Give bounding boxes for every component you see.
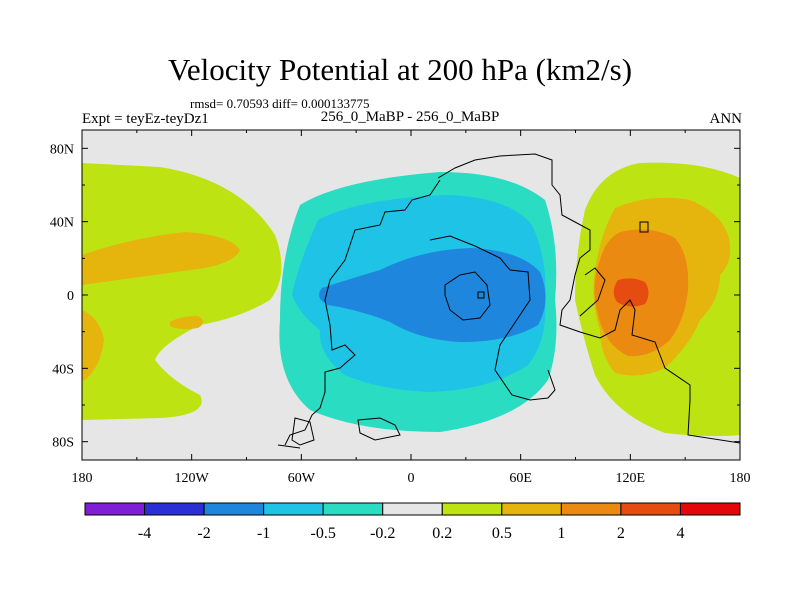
contour-p05-west-small <box>170 316 203 330</box>
colorbar-box <box>620 502 681 516</box>
y-tick-label: 80N <box>50 142 74 157</box>
axes: 180 120W 60W 0 60E 120E 180 80S 40S 0 40N 80N <box>50 130 751 486</box>
x-tick-label: 60E <box>509 471 532 486</box>
coastline-africa-eurasia <box>437 153 740 444</box>
coastlines <box>277 153 740 449</box>
colorbar-label: -1 <box>257 525 270 542</box>
colorbar-label: -0.2 <box>370 525 395 542</box>
coastline-island-1 <box>477 291 485 299</box>
case-label: 256_0_MaBP - 256_0_MaBP <box>320 109 500 125</box>
y-tick-label: 80S <box>52 436 74 451</box>
colorbar-box <box>679 502 741 516</box>
coastline-inner <box>444 271 491 321</box>
colorbar: -4 -2 -1 -0.5 -0.2 0.2 0.5 1 2 4 <box>84 502 741 542</box>
stats-text: rmsd= 0.70593 diff= 0.000133775 <box>190 96 370 111</box>
contour-p2-east <box>613 278 649 307</box>
colorbar-label: 4 <box>676 525 684 542</box>
coastline-west <box>277 444 301 449</box>
coastline-west-africa <box>284 179 441 446</box>
colorbar-box <box>560 502 622 516</box>
colorbar-label: 0.2 <box>432 525 452 542</box>
y-tick-label: 40S <box>52 362 74 377</box>
colorbar-label: 1 <box>557 525 565 542</box>
colorbar-box <box>263 502 324 516</box>
x-tick-label: 0 <box>408 471 415 486</box>
x-tick-label: 60W <box>288 471 316 486</box>
coastline-africa-east <box>429 235 556 401</box>
x-tick-label: 120W <box>175 471 210 486</box>
coastline-island-3 <box>291 417 315 446</box>
contour-p02-west <box>82 163 282 420</box>
colorbar-box <box>203 502 265 516</box>
colorbar-box <box>382 502 443 516</box>
experiment-label: Expt = teyEz-teyDz1 <box>82 111 209 127</box>
colorbar-label: -2 <box>197 525 210 542</box>
contour-p05-west-south <box>82 310 104 382</box>
y-tick-label: 0 <box>67 289 74 304</box>
colorbar-label: -0.5 <box>311 525 336 542</box>
x-tick-label: 120E <box>616 471 646 486</box>
colorbar-box <box>501 502 562 516</box>
colorbar-label: -4 <box>138 525 151 542</box>
page-title: Velocity Potential at 200 hPa (km2/s) <box>167 52 633 87</box>
colorbar-box <box>84 502 146 516</box>
colorbar-label: 0.5 <box>492 525 512 542</box>
colorbar-box <box>441 502 503 516</box>
colorbar-box <box>322 502 384 516</box>
y-tick-label: 40N <box>50 216 74 231</box>
contour-p05-west <box>82 232 240 285</box>
x-tick-label: 180 <box>730 471 751 486</box>
coastline-island-2 <box>639 221 649 233</box>
colorbar-label: 2 <box>617 525 625 542</box>
coastline-south <box>357 417 401 441</box>
season-label: ANN <box>709 111 743 127</box>
contour-field <box>82 130 740 460</box>
x-tick-label: 180 <box>72 471 93 486</box>
colorbar-box <box>144 502 205 516</box>
coastline-australia <box>579 267 606 317</box>
contour-m1 <box>319 248 546 342</box>
